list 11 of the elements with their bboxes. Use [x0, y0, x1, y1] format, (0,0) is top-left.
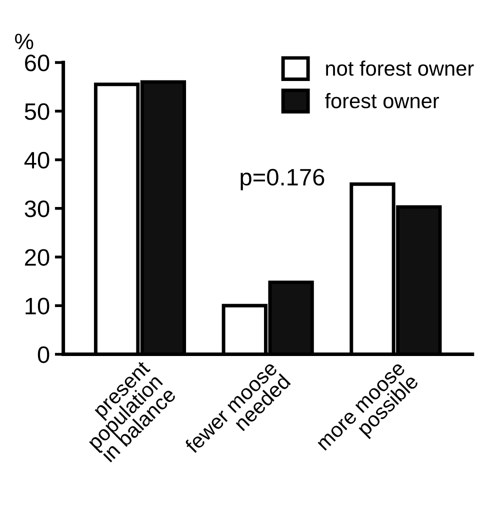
y-tick-label: 20: [25, 249, 50, 266]
annotation: p=0.176: [240, 168, 324, 190]
y-tick-label: 10: [26, 298, 50, 314]
y-tick-label: 40: [24, 152, 50, 169]
y-tick-label: 0: [38, 346, 50, 364]
legend-label: not forest owner: [326, 60, 474, 76]
y-axis-title: %: [15, 34, 34, 50]
y-tick-label: 50: [24, 103, 50, 120]
y-tick-label: 30: [24, 200, 50, 218]
y-tick-label: 60: [25, 54, 50, 72]
legend-label: forest owner: [325, 93, 440, 108]
